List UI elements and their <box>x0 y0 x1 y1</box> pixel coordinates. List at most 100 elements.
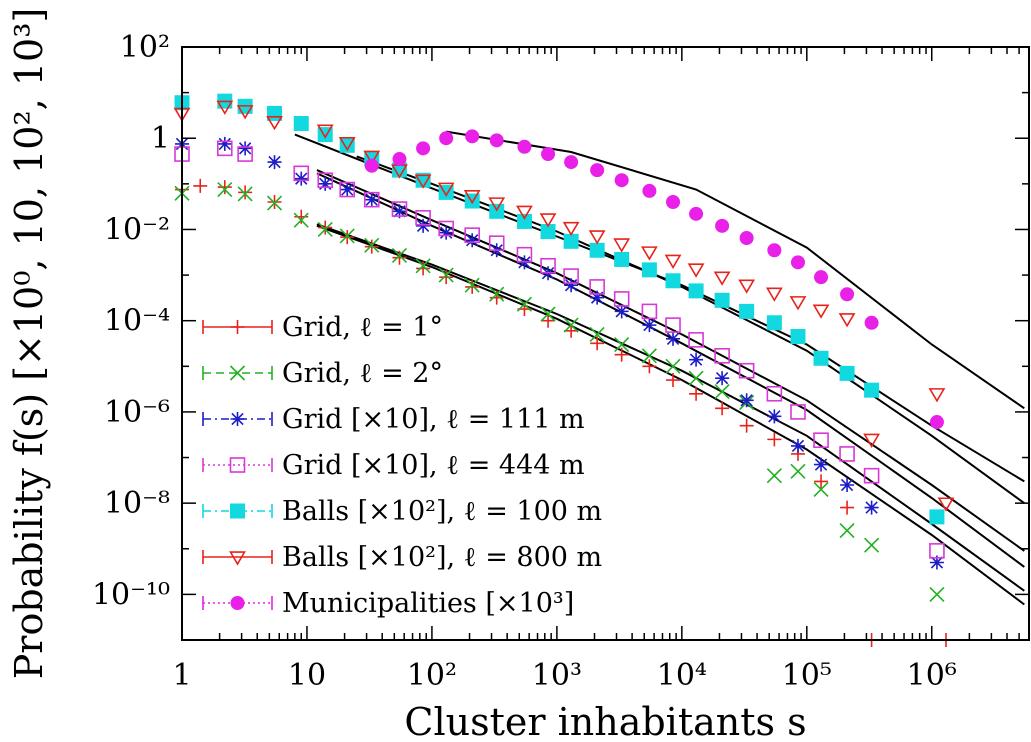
data-point <box>465 233 480 248</box>
data-point <box>864 382 880 398</box>
x-tick-label: 1 <box>172 658 191 693</box>
data-point <box>539 213 557 228</box>
data-point <box>739 303 755 319</box>
data-point <box>516 213 532 229</box>
legend-item: Municipalities [×10³] <box>202 588 574 619</box>
data-point <box>316 124 334 139</box>
data-point <box>840 500 855 515</box>
data-point <box>217 180 232 195</box>
data-point <box>838 313 856 328</box>
data-point <box>839 523 855 539</box>
data-point <box>439 270 454 285</box>
data-point <box>318 220 333 235</box>
data-point <box>516 205 533 220</box>
series-3 <box>174 140 945 559</box>
y-tick-label: 10⁻⁴ <box>104 304 170 339</box>
data-point <box>464 193 480 209</box>
data-point <box>665 317 681 333</box>
data-point <box>590 163 605 178</box>
data-point <box>814 474 829 489</box>
data-point <box>739 418 754 433</box>
data-point <box>338 136 356 152</box>
data-point <box>715 371 730 386</box>
data-point <box>814 270 829 285</box>
legend-item: Balls [×10²], ℓ = 100 m <box>202 496 602 527</box>
data-point <box>317 172 334 189</box>
legend-label: Grid [×10], ℓ = 444 m <box>282 450 585 481</box>
data-point <box>813 432 829 448</box>
data-point <box>688 370 704 386</box>
data-point <box>640 246 658 261</box>
data-point <box>364 158 379 173</box>
data-point <box>391 201 408 217</box>
data-point <box>589 242 605 258</box>
legend-item: Grid, ℓ = 1° <box>202 312 443 343</box>
data-point <box>714 347 730 364</box>
legend-item: Grid [×10], ℓ = 111 m <box>202 404 585 435</box>
data-point <box>317 221 333 238</box>
data-point <box>929 509 945 525</box>
data-point <box>238 141 253 156</box>
x-axis-title: Cluster inhabitants s <box>404 700 806 742</box>
data-point <box>541 313 556 328</box>
series-5 <box>173 100 955 512</box>
data-point <box>929 555 944 570</box>
data-point <box>614 336 630 353</box>
data-point <box>929 543 945 559</box>
x-tick-label: 10⁵ <box>782 658 832 693</box>
data-point <box>563 233 579 249</box>
data-point <box>688 332 704 348</box>
data-point <box>588 230 606 245</box>
data-point <box>392 152 407 167</box>
y-tick-label: 10⁻⁸ <box>104 486 170 521</box>
data-point <box>318 176 333 191</box>
data-point <box>766 315 782 331</box>
legend-label: Grid, ℓ = 1° <box>282 312 443 343</box>
data-point <box>642 183 657 198</box>
data-point <box>266 195 283 211</box>
data-point <box>236 105 254 120</box>
data-point <box>293 165 310 182</box>
data-point <box>713 271 731 286</box>
data-point <box>739 230 754 245</box>
data-point <box>666 331 681 346</box>
series-6 <box>364 129 944 430</box>
data-point <box>438 220 454 237</box>
data-point <box>839 365 855 381</box>
data-point <box>641 348 657 364</box>
data-point <box>217 136 232 151</box>
data-point <box>715 218 730 233</box>
data-point <box>266 116 283 131</box>
y-tick-label: 10⁻⁶ <box>104 395 170 430</box>
data-point <box>267 155 282 170</box>
data-point <box>391 247 408 263</box>
x-tick-label: 10² <box>407 658 457 693</box>
data-point <box>590 336 605 351</box>
data-point <box>689 352 704 367</box>
data-point <box>789 296 807 311</box>
legend-label: Balls [×10²], ℓ = 800 m <box>282 542 602 573</box>
data-point <box>540 306 556 322</box>
axis-ticks: 1 10 10² 10³ 10⁴ 10⁵ 10⁶ 10² 1 10⁻² 10⁻⁴ 10⁻⁶ 10⁻⁸ 10… <box>92 30 1030 693</box>
legend: Grid, ℓ = 1° Grid, ℓ = 2° Grid [×10], ℓ = … <box>202 312 602 619</box>
data-point <box>392 250 407 265</box>
data-point <box>415 210 431 226</box>
data-point <box>562 221 580 237</box>
legend-item: Balls [×10²], ℓ = 800 m <box>202 542 602 573</box>
y-tick-label: 1 <box>151 121 170 156</box>
data-point <box>489 290 504 305</box>
legend-label: Grid, ℓ = 2° <box>282 358 443 389</box>
data-point <box>216 100 234 115</box>
data-point <box>489 133 504 148</box>
data-point <box>416 261 431 276</box>
data-point <box>666 373 681 388</box>
data-point <box>541 147 556 162</box>
data-point <box>790 255 805 270</box>
fit-curve <box>356 155 1025 505</box>
data-point <box>864 537 880 553</box>
data-point <box>339 181 356 198</box>
x-tick-label: 10⁶ <box>907 658 957 693</box>
fit-curve <box>316 224 1025 606</box>
data-point <box>340 230 355 245</box>
